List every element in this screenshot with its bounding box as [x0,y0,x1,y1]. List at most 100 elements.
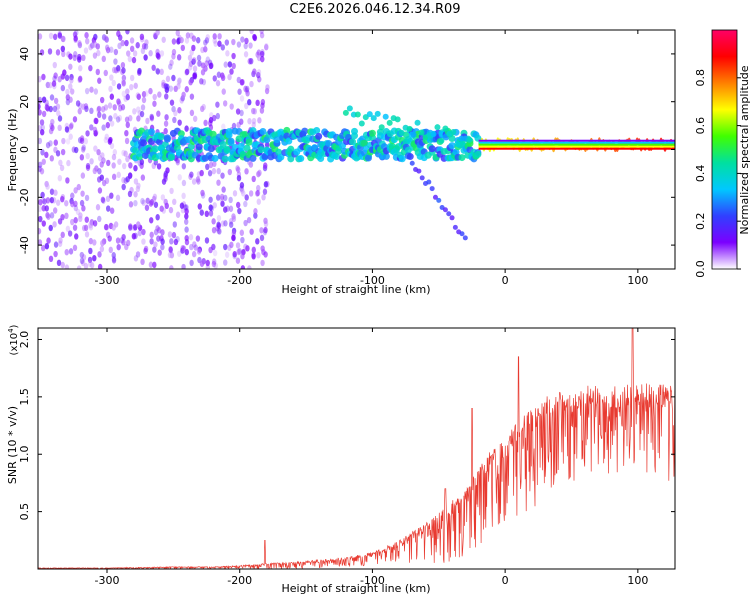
spectrogram-cell [65,225,71,233]
spectrogram-cell [250,107,256,115]
spectrogram-cell [364,154,372,162]
spectrogram-cell [111,153,117,161]
spectrogram-cell [64,74,70,82]
spectrogram-cell [38,165,42,173]
spectrogram-cell [137,67,142,75]
spectrogram-cell [216,167,221,175]
spectrogram-cell [235,108,241,115]
spectrogram-cell [113,221,119,228]
spectrogram-cell [217,33,222,40]
spectrogram-cell [100,106,106,113]
spectrogram-cell [111,173,117,181]
spectrogram-cell [171,74,176,82]
spectrogram-cell [64,212,69,220]
spectrogram-cell [109,120,115,127]
spectrogram-cell [239,229,245,236]
spectrogram-cell [219,140,227,148]
spectrogram-cell [160,229,165,236]
spectrogram-cell [263,226,268,234]
spectrogram-cell [79,154,85,161]
spectrogram-cell [140,104,146,111]
spectrogram-cell [262,228,268,236]
spectrogram-cell [51,80,57,87]
spectrogram-cell [107,138,113,145]
y-tick-label: 20 [18,95,31,109]
spectrogram-cell [264,87,270,95]
spectrogram-cell [245,138,253,146]
spectrogram-cell [152,93,157,101]
spectrogram-cell [184,86,189,93]
spectrogram-cell [96,149,101,156]
spectrogram-cell [38,215,43,223]
spectrogram-cell [217,228,222,235]
spectrogram-cell [147,128,155,136]
spectrogram-cell [256,184,261,192]
spectrogram-cell [207,145,215,153]
spectrogram-cell [241,190,246,197]
spectrogram-cell [121,233,126,241]
spectrogram-cell [448,142,456,150]
spectrogram-cell [109,93,115,100]
spectrogram-cell [215,101,220,108]
spectrogram-cell [116,83,122,90]
spectrogram-cell [287,145,295,153]
spectrogram-cell [38,137,43,145]
spectrogram-cell [80,172,86,179]
spectrogram-cell [60,261,65,269]
spectrogram-cell [224,251,230,258]
spectrogram-cell [79,251,85,259]
spectrogram-cell [135,92,141,99]
spectrogram-cell [243,200,248,208]
spectrogram-cell [474,150,482,158]
spectrogram-cell [414,119,421,126]
spectrogram-cell [229,103,234,110]
spectrogram-cell [107,235,112,242]
spectrogram-cell [207,170,213,177]
spectrogram-cell [40,244,46,252]
spectrogram-cell [120,61,126,69]
spectrogram-cell [263,217,268,225]
spectrogram-cell [179,97,184,104]
spectrogram-cell [212,249,218,257]
spectrogram-cell [249,228,254,235]
spectrogram-cell [183,204,188,211]
spectrogram-cell [301,127,309,135]
spectrogram-cell [97,77,102,84]
spectrogram-cell [246,216,252,224]
spectrogram-cell [179,202,185,209]
spectrogram-cell [213,262,218,269]
spectrogram-cell [184,248,189,256]
spectrogram-cell [416,168,422,174]
spectrogram-cell [255,189,261,197]
spectrogram-cell [151,64,156,71]
spectrogram-cell [191,178,197,185]
spectrogram-cell [133,165,138,172]
spectrogram-cell [38,109,42,116]
spectrogram-cell [221,155,229,163]
spectrogram-cell [39,168,45,175]
spectrogram-cell [96,49,101,57]
spectrogram-cell [181,263,186,269]
spectrogram-cell [244,168,249,175]
spectrogram-cell [81,254,87,261]
spectrogram-cell [122,162,127,170]
spectrogram-cell [84,105,89,113]
spectrogram-cell [354,111,361,118]
spectrogram-cell [70,88,75,95]
spectrogram-cell [171,105,176,113]
spectrogram-cell [244,37,249,45]
spectrogram-cell [99,245,105,253]
spectrogram-cell [394,116,401,123]
spectrogram-cell [231,215,237,223]
spectrogram-cell [149,238,154,245]
spectrogram-cell [313,126,321,134]
spectrogram-cell [53,72,58,79]
spectrogram-cell [167,231,173,238]
spectrogram-cell [185,32,191,39]
spectrogram-cell [199,78,204,85]
spectrogram-cell [109,142,115,150]
spectrogram-cell [116,100,122,107]
spectrogram-cell [46,237,51,244]
spectrogram-cell [193,244,198,251]
spectrogram-cell [240,78,245,86]
